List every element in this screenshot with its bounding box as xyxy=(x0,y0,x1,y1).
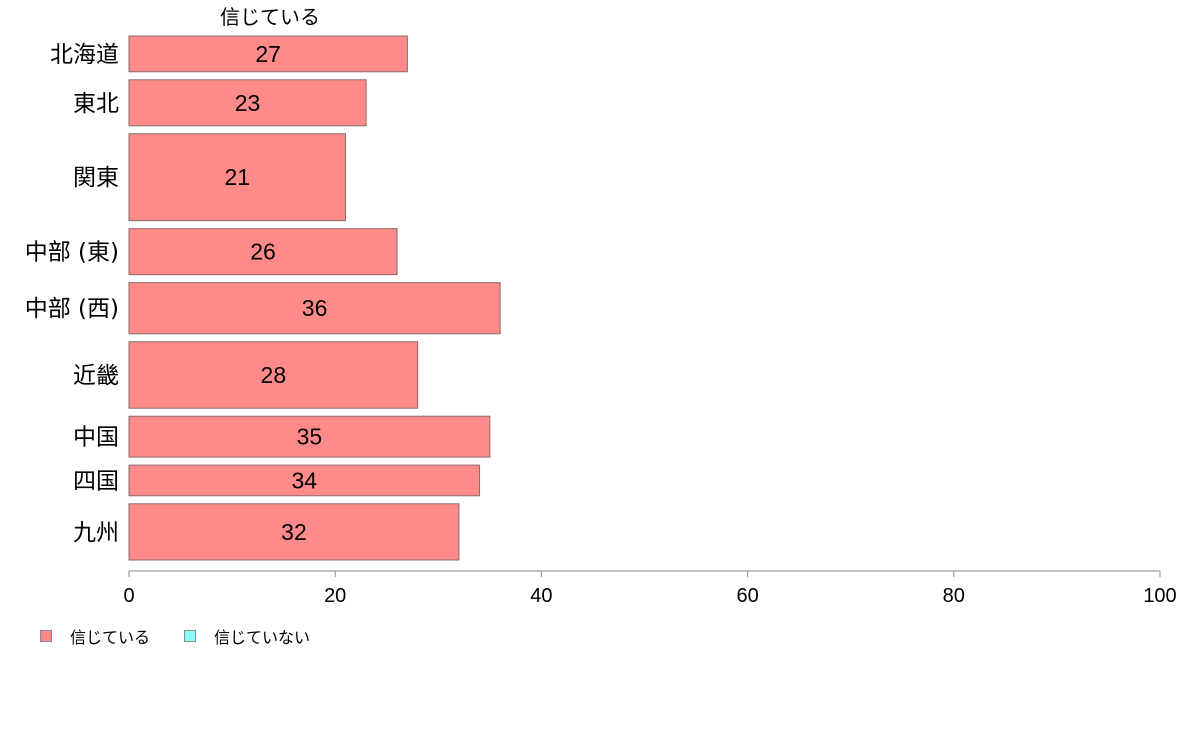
x-tick-label: 80 xyxy=(943,585,965,607)
bar xyxy=(128,35,408,73)
category-label: 中部 (東) xyxy=(25,240,119,266)
bar xyxy=(128,503,460,561)
category-label: 四国 xyxy=(73,468,119,494)
bar-value-label: 21 xyxy=(224,164,250,190)
bar-value-label: 34 xyxy=(291,467,317,493)
bar-value-label: 26 xyxy=(250,239,276,265)
legend-label-not-believe: 信じていない xyxy=(214,628,311,647)
bar xyxy=(128,79,367,127)
bar-value-label: 23 xyxy=(235,90,261,116)
bar-value-label: 36 xyxy=(302,295,328,321)
category-label: 近畿 xyxy=(73,363,119,389)
bar-value-label: 35 xyxy=(297,424,323,450)
bar xyxy=(128,464,481,497)
x-axis: 0 20 40 60 80 100 xyxy=(123,570,1177,607)
category-label: 北海道 xyxy=(50,42,119,68)
x-tick-label: 20 xyxy=(324,585,346,607)
x-tick-label: 60 xyxy=(736,585,758,607)
x-tick-label: 100 xyxy=(1143,585,1176,607)
legend-item-believe: 信じている xyxy=(40,624,150,648)
category-label: 関東 xyxy=(73,165,119,191)
bar xyxy=(128,341,419,409)
legend: 信じている 信じていない xyxy=(40,624,344,648)
bar-group: 北海道 27 東北 23 関東 21 中部 (東) 26 中部 (西) 36 近畿 28 中国 35 四国 3… xyxy=(25,35,501,561)
x-tick-label: 40 xyxy=(530,585,552,607)
legend-label-believe: 信じている xyxy=(70,628,151,647)
bar xyxy=(128,415,491,458)
legend-swatch-not-believe xyxy=(184,630,197,642)
x-tick-label: 0 xyxy=(123,585,134,607)
legend-item-not-believe: 信じていない xyxy=(184,624,310,648)
category-label: 中部 (西) xyxy=(25,296,119,322)
bar xyxy=(128,133,347,222)
category-label: 中国 xyxy=(73,425,119,451)
bar-value-label: 27 xyxy=(255,41,281,67)
bar xyxy=(128,282,501,335)
legend-swatch-believe xyxy=(40,630,52,642)
bar-value-label: 32 xyxy=(281,519,307,545)
bar xyxy=(128,228,398,276)
bar-value-label: 28 xyxy=(261,362,287,388)
panel-title: 信じている xyxy=(220,5,320,29)
category-label: 東北 xyxy=(73,91,119,117)
category-label: 九州 xyxy=(73,520,119,546)
